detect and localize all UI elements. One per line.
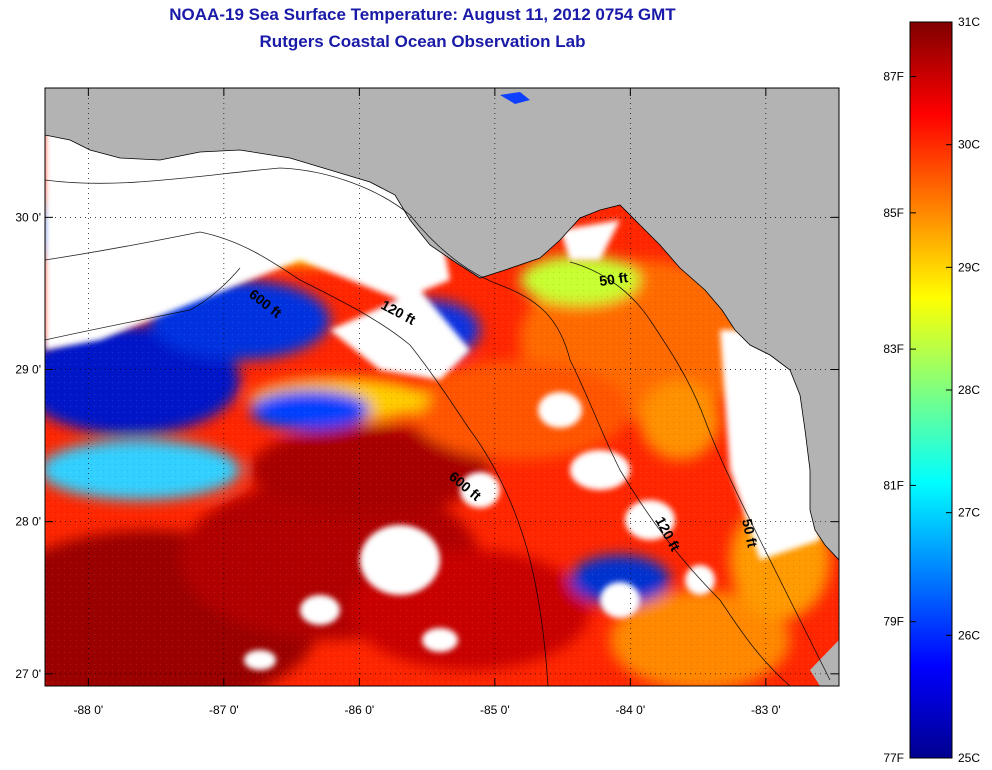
lon-tick-label: -84 0' [616, 703, 646, 717]
celsius-label: 27C [958, 506, 980, 520]
lat-tick-label: 27 0' [15, 667, 41, 681]
contour-label: 50 ft [739, 517, 761, 549]
celsius-label: 30C [958, 138, 980, 152]
temperature-field: 600 ft 120 ft 50 ft 600 ft 120 ft 50 ft [45, 88, 839, 686]
celsius-label: 25C [958, 751, 980, 765]
land-mass [45, 88, 839, 561]
map-subtitle: Rutgers Coastal Ocean Observation Lab [259, 32, 586, 51]
lon-tick-label: -87 0' [209, 703, 239, 717]
colorbar: 31C 30C 29C 28C 27C 26C 25C 87F 85F 83F 81F 79F 77F [883, 15, 980, 765]
lat-tick-label: 29 0' [15, 363, 41, 377]
lon-tick-label: -85 0' [480, 703, 510, 717]
celsius-label: 28C [958, 383, 980, 397]
map-frame [44, 87, 840, 687]
celsius-label: 26C [958, 628, 980, 642]
lon-tick-label: -83 0' [751, 703, 781, 717]
celsius-label: 29C [958, 260, 980, 274]
colorbar-ramp [909, 21, 953, 759]
fahrenheit-label: 79F [883, 615, 904, 629]
fahrenheit-label: 85F [883, 206, 904, 220]
celsius-label: 31C [958, 15, 980, 29]
fahrenheit-label: 81F [883, 478, 904, 492]
fahrenheit-label: 77F [883, 751, 904, 765]
contour-label: 50 ft [598, 269, 629, 289]
lon-tick-label: -86 0' [345, 703, 375, 717]
axis-ticks: -88 0' -87 0' -86 0' -85 0' -84 0' -83 0' 30 0… [15, 88, 839, 717]
lat-tick-label: 28 0' [15, 515, 41, 529]
depth-contours [45, 167, 831, 686]
colorbar-ticks: 31C 30C 29C 28C 27C 26C 25C 87F 85F 83F 81F 79F 77F [883, 15, 980, 765]
fahrenheit-label: 87F [883, 70, 904, 84]
map-title: NOAA-19 Sea Surface Temperature: August … [169, 5, 676, 24]
lon-tick-label: -88 0' [74, 703, 104, 717]
fahrenheit-label: 83F [883, 342, 904, 356]
lat-tick-label: 30 0' [15, 210, 41, 224]
